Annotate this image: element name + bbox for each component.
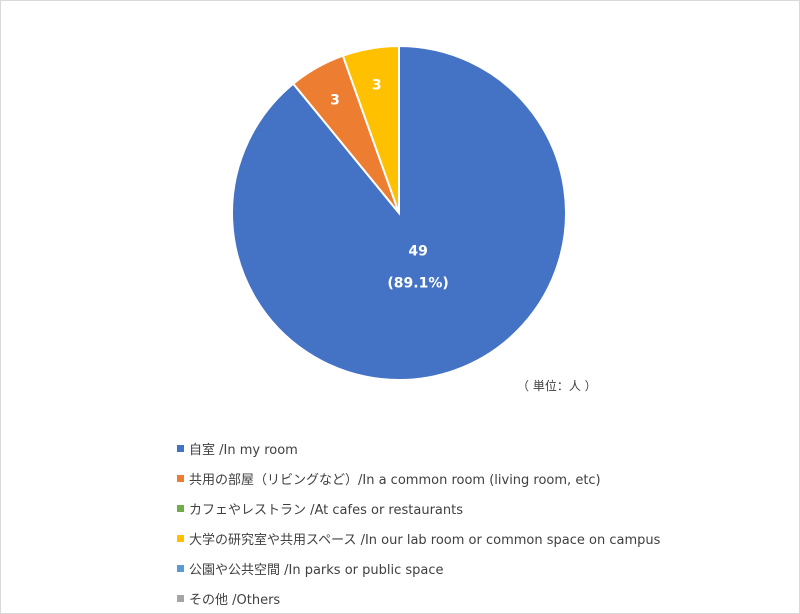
legend-label-4: 公園や公共空間 /In parks or public space	[189, 562, 444, 578]
legend-item-2: カフェやレストラン /At cafes or restaurants	[177, 493, 660, 523]
legend-label-0: 自室 /In my room	[189, 442, 298, 458]
legend: 自室 /In my room 共用の部屋（リビングなど）/In a common …	[177, 433, 660, 613]
pie-slice-3	[341, 44, 400, 214]
legend-item-5: その他 /Others	[177, 583, 660, 613]
slice-value-label-3: 3	[372, 78, 382, 94]
legend-swatch-3	[177, 534, 184, 542]
legend-swatch-0	[177, 444, 184, 452]
legend-swatch-4	[177, 564, 184, 572]
legend-label-2: カフェやレストラン /At cafes or restaurants	[189, 502, 463, 518]
slice-value-label-0: 49	[408, 243, 427, 259]
legend-item-1: 共用の部屋（リビングなど）/In a common room (living r…	[177, 463, 660, 493]
slice-percent-label-0: (89.1%)	[387, 275, 448, 291]
legend-label-1: 共用の部屋（リビングなど）/In a common room (living r…	[189, 472, 601, 488]
legend-item-4: 公園や公共空間 /In parks or public space	[177, 553, 660, 583]
slice-value-label-1: 3	[330, 93, 340, 109]
legend-label-5: その他 /Others	[189, 592, 281, 608]
unit-note: （ 単位：人 ）	[517, 379, 597, 393]
legend-swatch-2	[177, 504, 184, 512]
legend-item-0: 自室 /In my room	[177, 433, 660, 463]
legend-item-3: 大学の研究室や共用スペース /In our lab room or common…	[177, 523, 660, 553]
legend-swatch-1	[177, 474, 184, 482]
legend-label-3: 大学の研究室や共用スペース /In our lab room or common…	[189, 532, 661, 548]
legend-swatch-5	[177, 594, 184, 602]
